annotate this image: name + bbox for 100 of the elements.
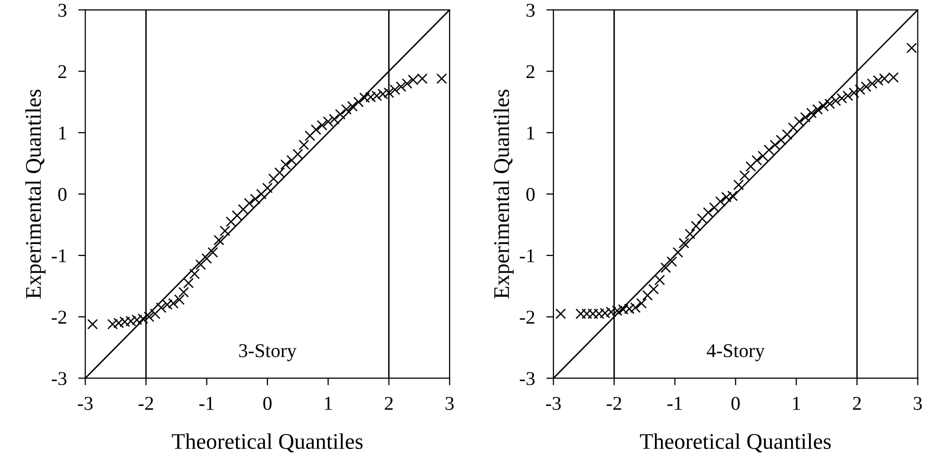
point bbox=[830, 95, 842, 106]
annotation: 3-Story bbox=[239, 344, 297, 362]
point bbox=[696, 213, 708, 224]
x-tick-label: 0 bbox=[263, 396, 272, 410]
point bbox=[800, 112, 811, 123]
point bbox=[232, 210, 242, 221]
point bbox=[250, 194, 261, 204]
point bbox=[304, 130, 316, 142]
x-tick-label: -3 bbox=[546, 396, 561, 410]
point bbox=[715, 196, 726, 207]
point bbox=[812, 104, 823, 115]
point bbox=[359, 92, 370, 103]
point bbox=[341, 104, 352, 115]
point bbox=[168, 298, 179, 309]
point bbox=[208, 247, 218, 258]
x-tick-label: -1 bbox=[667, 396, 682, 410]
point bbox=[739, 170, 750, 181]
x-axis-title: Theoretical Quantiles bbox=[640, 433, 831, 452]
x-tick-label: -3 bbox=[78, 396, 93, 410]
x-tick-label: -2 bbox=[606, 396, 622, 410]
point bbox=[144, 312, 154, 322]
point bbox=[872, 75, 884, 86]
point bbox=[721, 192, 732, 202]
point bbox=[402, 78, 412, 89]
point bbox=[866, 78, 878, 89]
point bbox=[842, 90, 854, 102]
point bbox=[310, 124, 322, 135]
point bbox=[848, 87, 860, 98]
x-tick-label: 1 bbox=[325, 396, 332, 410]
x-tick-label: 1 bbox=[793, 396, 800, 410]
point bbox=[709, 202, 720, 213]
point bbox=[201, 253, 212, 264]
y-tick-label: -1 bbox=[520, 249, 534, 262]
point bbox=[274, 167, 285, 178]
point bbox=[648, 284, 659, 294]
point bbox=[806, 108, 817, 118]
y-tick-label: -2 bbox=[52, 310, 66, 324]
point bbox=[365, 92, 376, 102]
point bbox=[758, 150, 768, 162]
point bbox=[150, 308, 160, 320]
x-tick-label: -2 bbox=[138, 396, 154, 410]
point bbox=[286, 155, 298, 166]
point bbox=[836, 93, 848, 104]
point bbox=[654, 274, 665, 286]
x-tick-label: 3 bbox=[914, 396, 922, 410]
point bbox=[322, 116, 334, 127]
point bbox=[396, 81, 406, 92]
point bbox=[660, 262, 672, 273]
point bbox=[612, 305, 622, 316]
y-tick-label: -2 bbox=[520, 310, 534, 324]
annotation: 4-Story bbox=[706, 344, 765, 362]
point bbox=[244, 198, 255, 209]
point bbox=[776, 134, 786, 146]
point bbox=[280, 159, 291, 170]
point bbox=[156, 302, 166, 313]
y-tick-label: 3 bbox=[526, 4, 535, 17]
x-tick-label: 3 bbox=[446, 396, 454, 410]
point bbox=[226, 216, 236, 227]
point bbox=[298, 140, 310, 150]
point bbox=[174, 294, 185, 305]
point bbox=[138, 313, 148, 324]
point bbox=[636, 298, 647, 309]
point bbox=[618, 304, 629, 315]
point bbox=[390, 84, 400, 95]
point bbox=[335, 108, 346, 120]
point bbox=[87, 318, 98, 330]
point bbox=[353, 96, 364, 108]
point bbox=[292, 148, 304, 160]
point bbox=[107, 318, 118, 330]
point bbox=[624, 304, 635, 314]
point bbox=[684, 228, 696, 240]
y-tick-label: 2 bbox=[58, 65, 66, 78]
point bbox=[220, 226, 230, 236]
point bbox=[745, 161, 756, 172]
point bbox=[906, 42, 917, 54]
y-axis-title: Experimental Quantiles bbox=[493, 90, 514, 299]
point bbox=[727, 190, 738, 202]
point bbox=[770, 140, 780, 150]
point bbox=[262, 182, 273, 194]
y-tick-label: 0 bbox=[58, 188, 66, 201]
point bbox=[328, 114, 340, 124]
y-tick-label: -1 bbox=[52, 249, 66, 262]
point bbox=[690, 220, 702, 232]
x-tick-label: 0 bbox=[731, 396, 740, 410]
y-tick-label: 1 bbox=[59, 126, 66, 140]
point bbox=[214, 234, 224, 246]
point bbox=[436, 73, 447, 84]
point bbox=[642, 290, 653, 301]
point bbox=[854, 84, 866, 95]
point bbox=[860, 81, 872, 92]
point bbox=[132, 314, 142, 326]
y-tick-label: -3 bbox=[52, 372, 66, 386]
y-tick-label: -3 bbox=[520, 372, 535, 386]
point bbox=[256, 188, 267, 200]
point bbox=[238, 204, 248, 215]
point bbox=[316, 120, 328, 131]
point bbox=[666, 256, 678, 267]
y-axis-title: Experimental Quantiles bbox=[25, 90, 46, 299]
point bbox=[347, 100, 358, 112]
point bbox=[818, 100, 829, 112]
